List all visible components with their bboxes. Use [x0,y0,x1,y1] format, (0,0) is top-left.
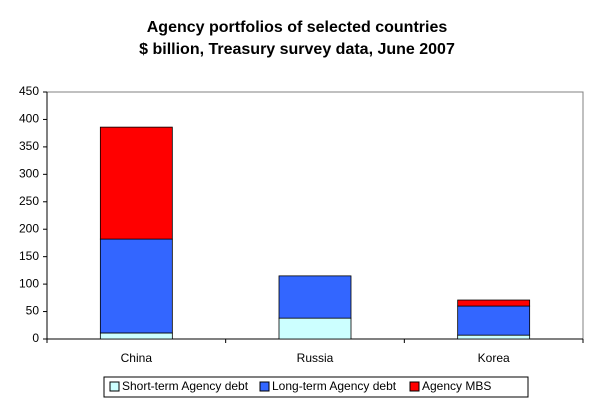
legend-swatch [259,381,270,392]
legend-label: Long-term Agency debt [272,379,397,393]
legend-swatch [109,381,120,392]
bar-segment [99,238,173,334]
y-tick-label: 250 [19,194,39,208]
y-tick-label: 200 [19,221,39,235]
bar-segment [99,126,173,240]
y-tick-label: 150 [19,249,39,263]
bar-segment [278,317,352,340]
bar-segment [457,305,531,336]
x-tick-label: Russia [297,351,334,365]
bar-segment [457,299,531,307]
bar-segment [278,275,352,319]
chart-subtitle: $ billion, Treasury survey data, June 20… [139,41,455,58]
legend-label: Short-term Agency debt [122,379,249,393]
y-tick-label: 350 [19,139,39,153]
y-tick-label: 0 [32,331,39,345]
legend-swatch [409,381,420,392]
x-tick-label: China [121,351,153,365]
y-tick-label: 400 [19,112,39,126]
bar-segment [99,332,173,340]
legend-box [103,376,529,398]
y-tick-label: 450 [19,84,39,98]
y-tick-label: 50 [26,304,40,318]
legend-label: Agency MBS [422,379,491,393]
bar-segment [457,334,531,340]
y-tick-label: 300 [19,167,39,181]
y-tick-label: 100 [19,276,39,290]
x-tick-label: Korea [478,351,510,365]
chart-title: Agency portfolios of selected countries [147,19,448,36]
